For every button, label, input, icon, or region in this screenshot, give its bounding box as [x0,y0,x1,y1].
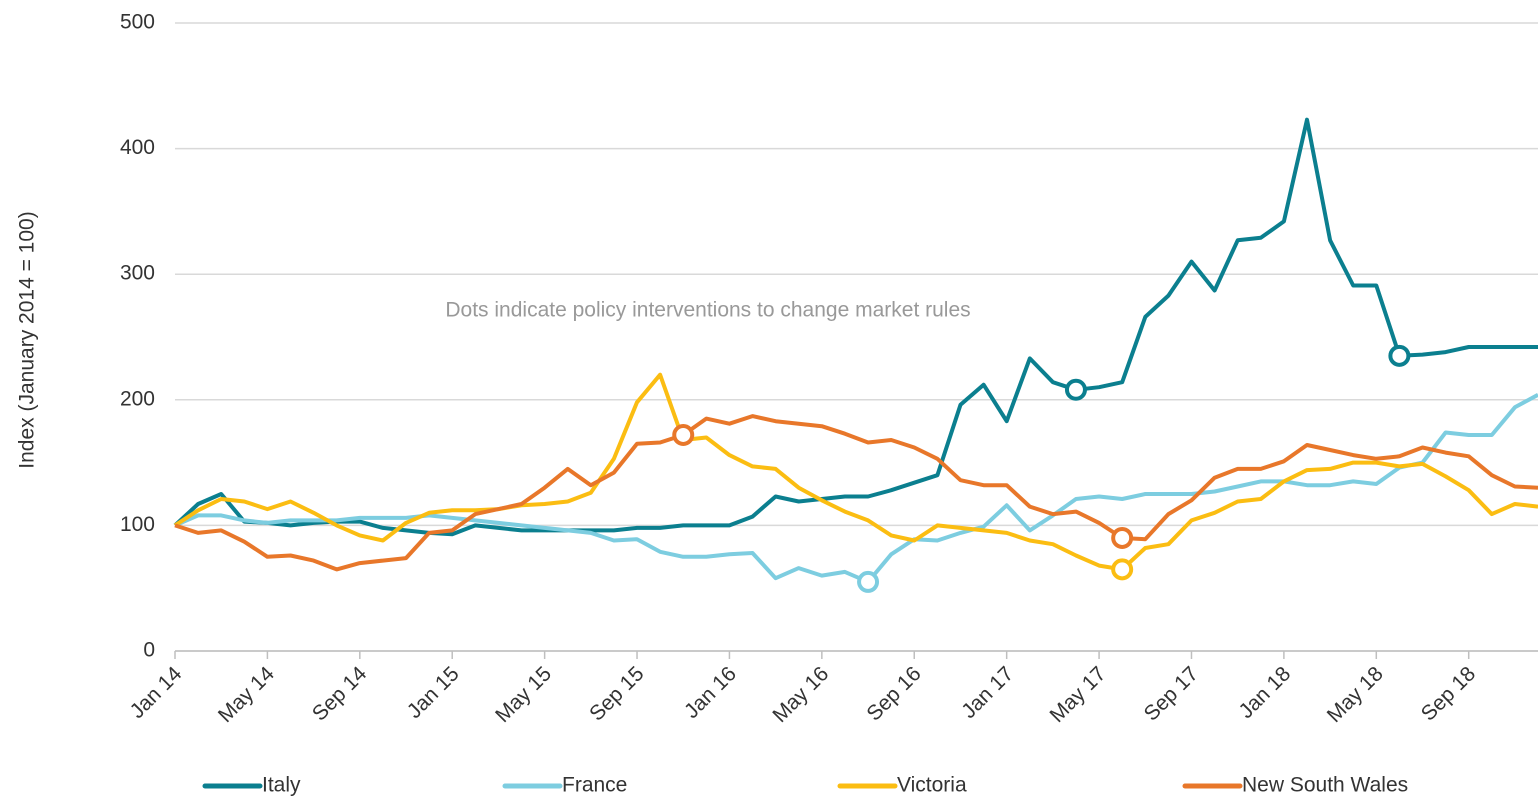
policy-dot [857,570,880,593]
y-tick-label: 400 [120,136,155,159]
x-tick-label: May 14 [214,662,279,727]
x-tick-label: Sep 17 [1140,662,1203,725]
y-tick-label: 0 [143,639,155,662]
y-axis-label: Index (January 2014 = 100) [16,211,39,468]
y-tick-label: 200 [120,387,155,410]
x-tick-label: May 18 [1323,662,1388,727]
x-tick-label: Sep 14 [308,662,372,726]
policy-dot [1111,526,1134,549]
series-line [173,117,1538,537]
x-tick-label: May 16 [768,662,833,727]
x-tick-label: Jan 14 [126,662,187,723]
policy-dot [672,423,695,446]
x-tick-label: May 15 [491,662,556,727]
x-tick-label: Jan 16 [680,662,741,723]
legend-label: New South Wales [1242,774,1408,797]
policy-dot [1064,378,1087,401]
annotation: Dots indicate policy interventions to ch… [445,299,970,322]
series-line [173,372,1538,572]
legend-label: Italy [262,774,301,797]
x-tick-label: Jan 15 [403,662,464,723]
legend-label: Victoria [897,774,967,797]
x-tick-label: Jan 17 [957,662,1018,723]
y-tick-label: 300 [120,262,155,285]
legend-label: France [562,774,627,797]
x-tick-label: Sep 18 [1417,662,1480,725]
x-tick-label: Sep 15 [585,662,648,725]
series-line [174,393,1538,584]
x-tick-label: Jan 18 [1234,662,1295,723]
y-tick-label: 100 [120,513,155,536]
policy-dot [1111,558,1134,581]
policy-dot [1388,344,1411,367]
x-tick-label: Sep 16 [862,662,925,725]
y-tick-label: 500 [120,11,155,34]
x-tick-label: May 17 [1046,662,1111,727]
series-line [174,414,1538,572]
